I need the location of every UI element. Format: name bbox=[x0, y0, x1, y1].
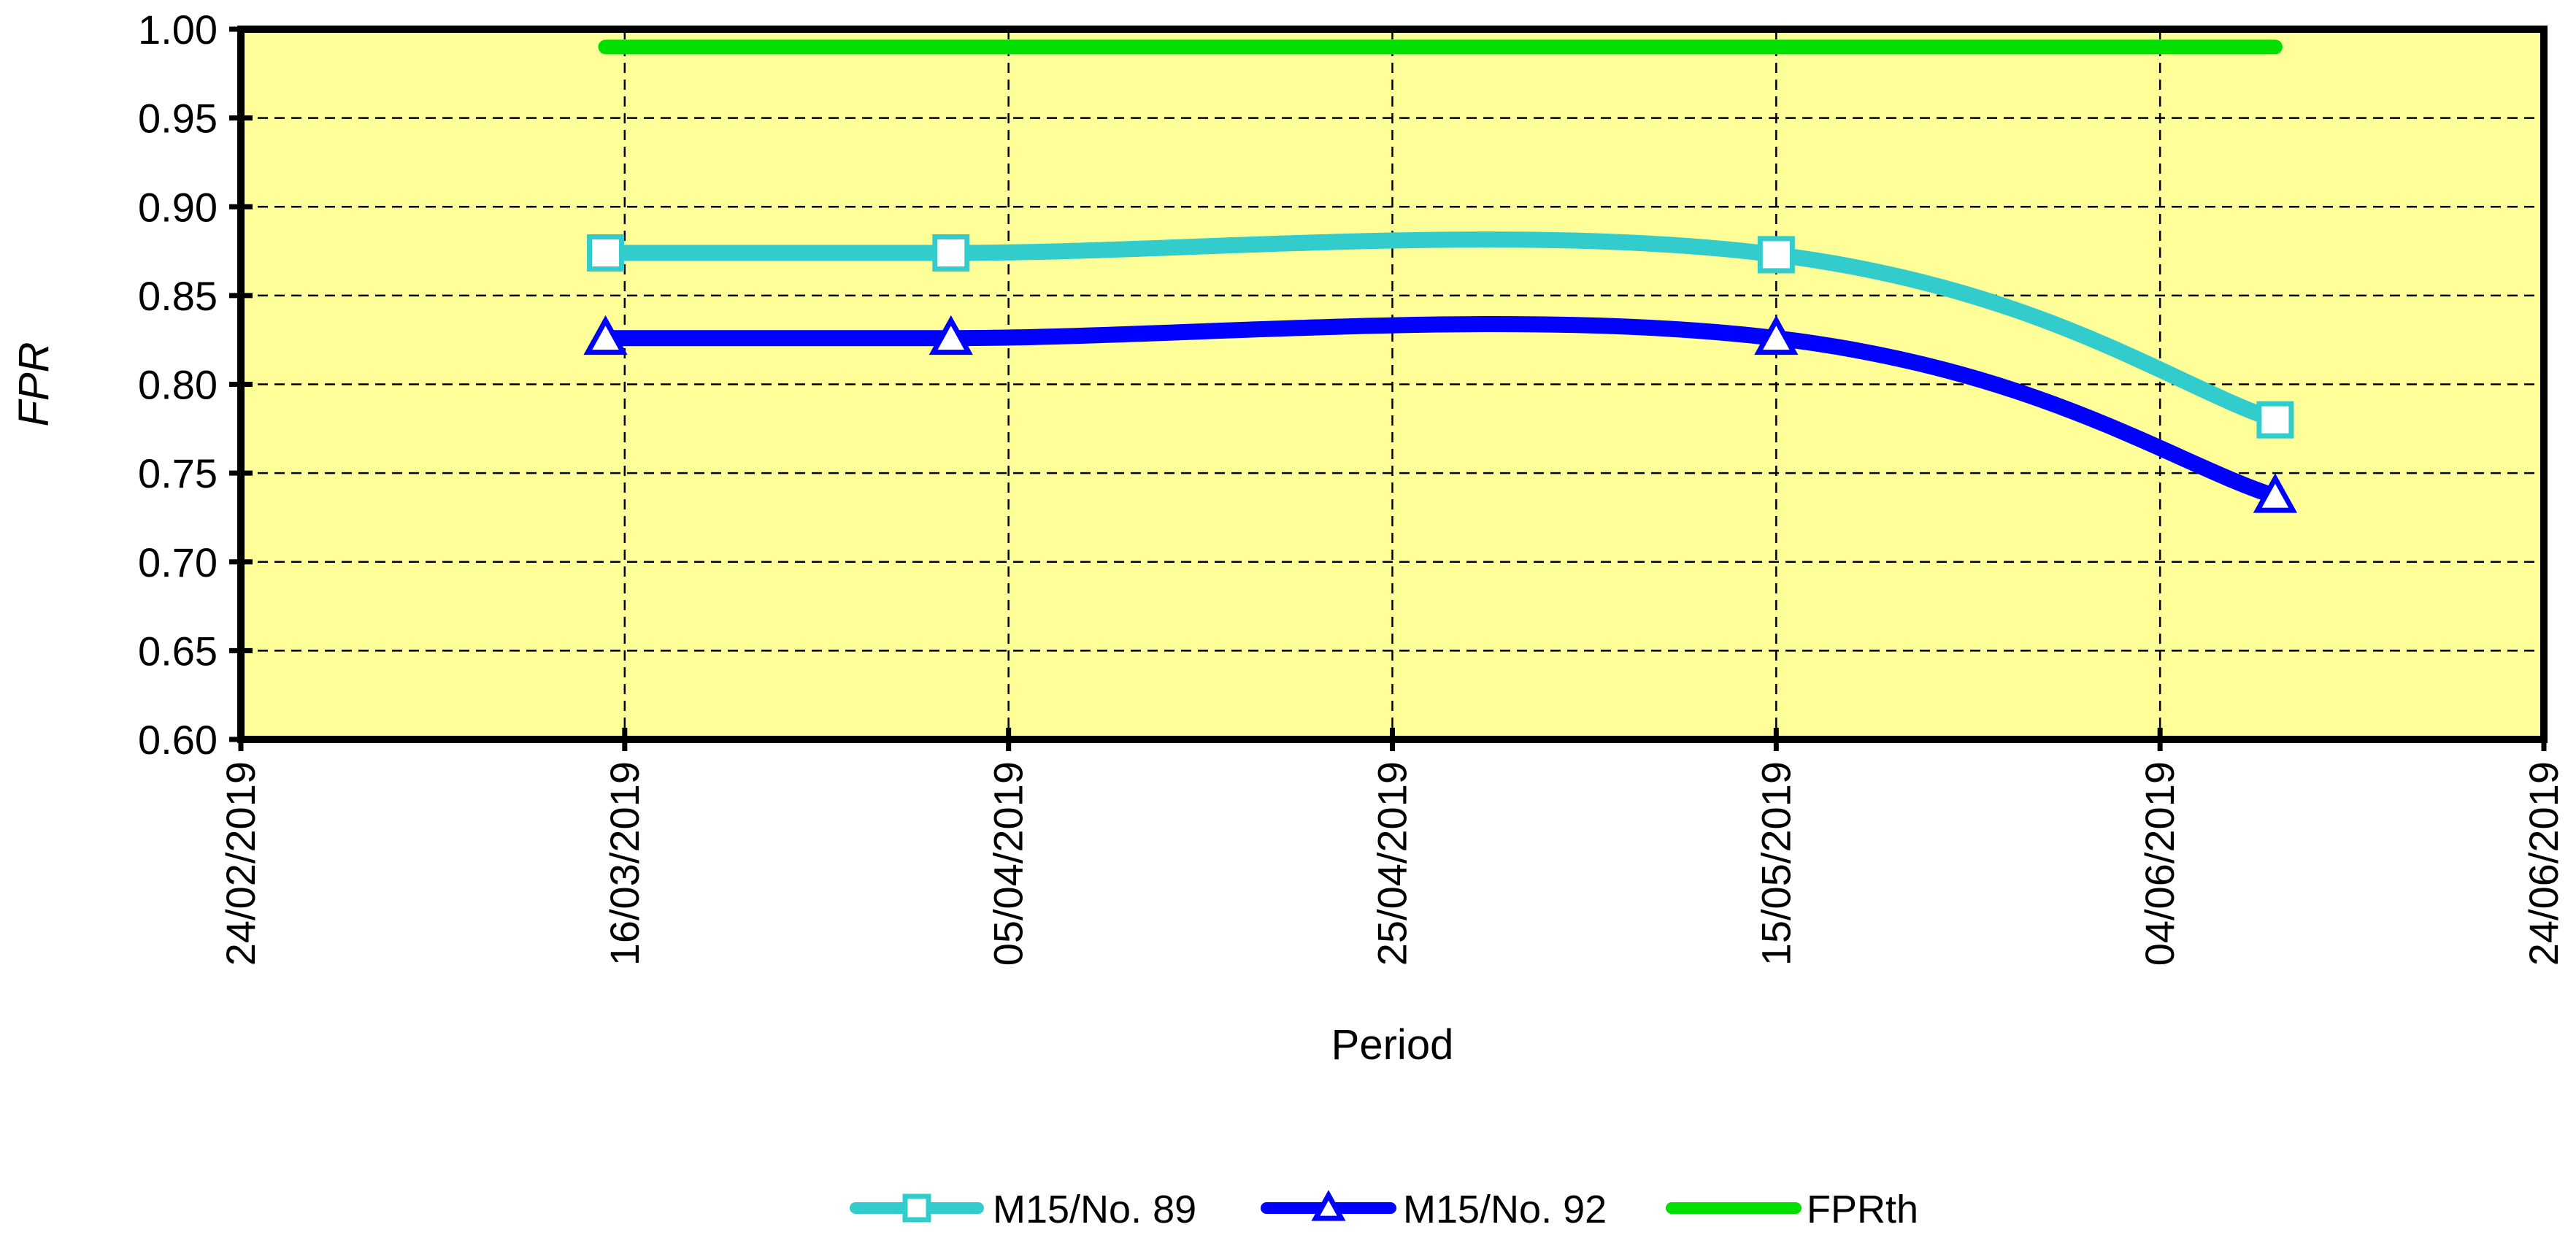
data-point-marker bbox=[2256, 401, 2294, 439]
y-tick-labels: 0.60 0.65 0.70 0.75 0.80 0.85 0.90 0.95 1.00 bbox=[138, 7, 218, 763]
data-point-marker bbox=[1754, 315, 1799, 355]
x-tick-label: 15/05/2019 bbox=[1753, 761, 1799, 966]
series-m15-no-92 bbox=[583, 315, 2298, 513]
series-line bbox=[597, 316, 2283, 504]
x-tick-label: 05/04/2019 bbox=[985, 761, 1031, 966]
y-tick-label: 0.80 bbox=[138, 362, 218, 408]
data-point-marker bbox=[1757, 236, 1795, 274]
legend-entry: M15/No. 92 bbox=[1261, 1188, 1607, 1231]
y-axis-label: FPR bbox=[10, 342, 58, 427]
x-tick-label: 04/06/2019 bbox=[2137, 761, 2183, 966]
axis-ticks bbox=[229, 26, 2547, 751]
y-tick-label: 1.00 bbox=[138, 7, 218, 53]
y-tick-label: 0.95 bbox=[138, 96, 218, 142]
series-lines bbox=[583, 39, 2298, 513]
legend-label: FPRth bbox=[1807, 1188, 1918, 1231]
legend-marker bbox=[902, 1193, 931, 1223]
x-axis-label: Period bbox=[1331, 1021, 1454, 1069]
data-point-marker bbox=[2253, 473, 2298, 513]
y-tick-label: 0.85 bbox=[138, 273, 218, 319]
data-point-marker bbox=[583, 315, 628, 355]
x-tick-label: 16/03/2019 bbox=[601, 761, 647, 966]
data-point-marker bbox=[928, 315, 973, 355]
y-tick-label: 0.70 bbox=[138, 539, 218, 585]
legend-entry: FPRth bbox=[1666, 1188, 1918, 1231]
x-tick-labels: 24/02/2019 16/03/2019 05/04/2019 25/04/2019… bbox=[218, 761, 2567, 966]
legend-entry: M15/No. 89 bbox=[850, 1188, 1196, 1231]
series-line bbox=[597, 231, 2283, 428]
x-tick-label: 25/04/2019 bbox=[1369, 761, 1415, 966]
data-point-marker bbox=[932, 234, 970, 272]
legend-label: M15/No. 92 bbox=[1403, 1188, 1607, 1231]
y-tick-label: 0.75 bbox=[138, 450, 218, 496]
y-tick-label: 0.90 bbox=[138, 184, 218, 230]
y-tick-label: 0.65 bbox=[138, 628, 218, 674]
legend-marker bbox=[1311, 1190, 1346, 1221]
x-tick-label: 24/06/2019 bbox=[2521, 761, 2567, 966]
y-tick-label: 0.60 bbox=[138, 717, 218, 763]
series-m15-no-89 bbox=[587, 231, 2294, 439]
legend-label: M15/No. 89 bbox=[993, 1188, 1196, 1231]
legend: M15/No. 89 M15/No. 92 FPRth bbox=[850, 1188, 1918, 1231]
data-point-marker bbox=[587, 234, 625, 272]
gridlines bbox=[241, 29, 2544, 739]
x-tick-label: 24/02/2019 bbox=[218, 761, 264, 966]
